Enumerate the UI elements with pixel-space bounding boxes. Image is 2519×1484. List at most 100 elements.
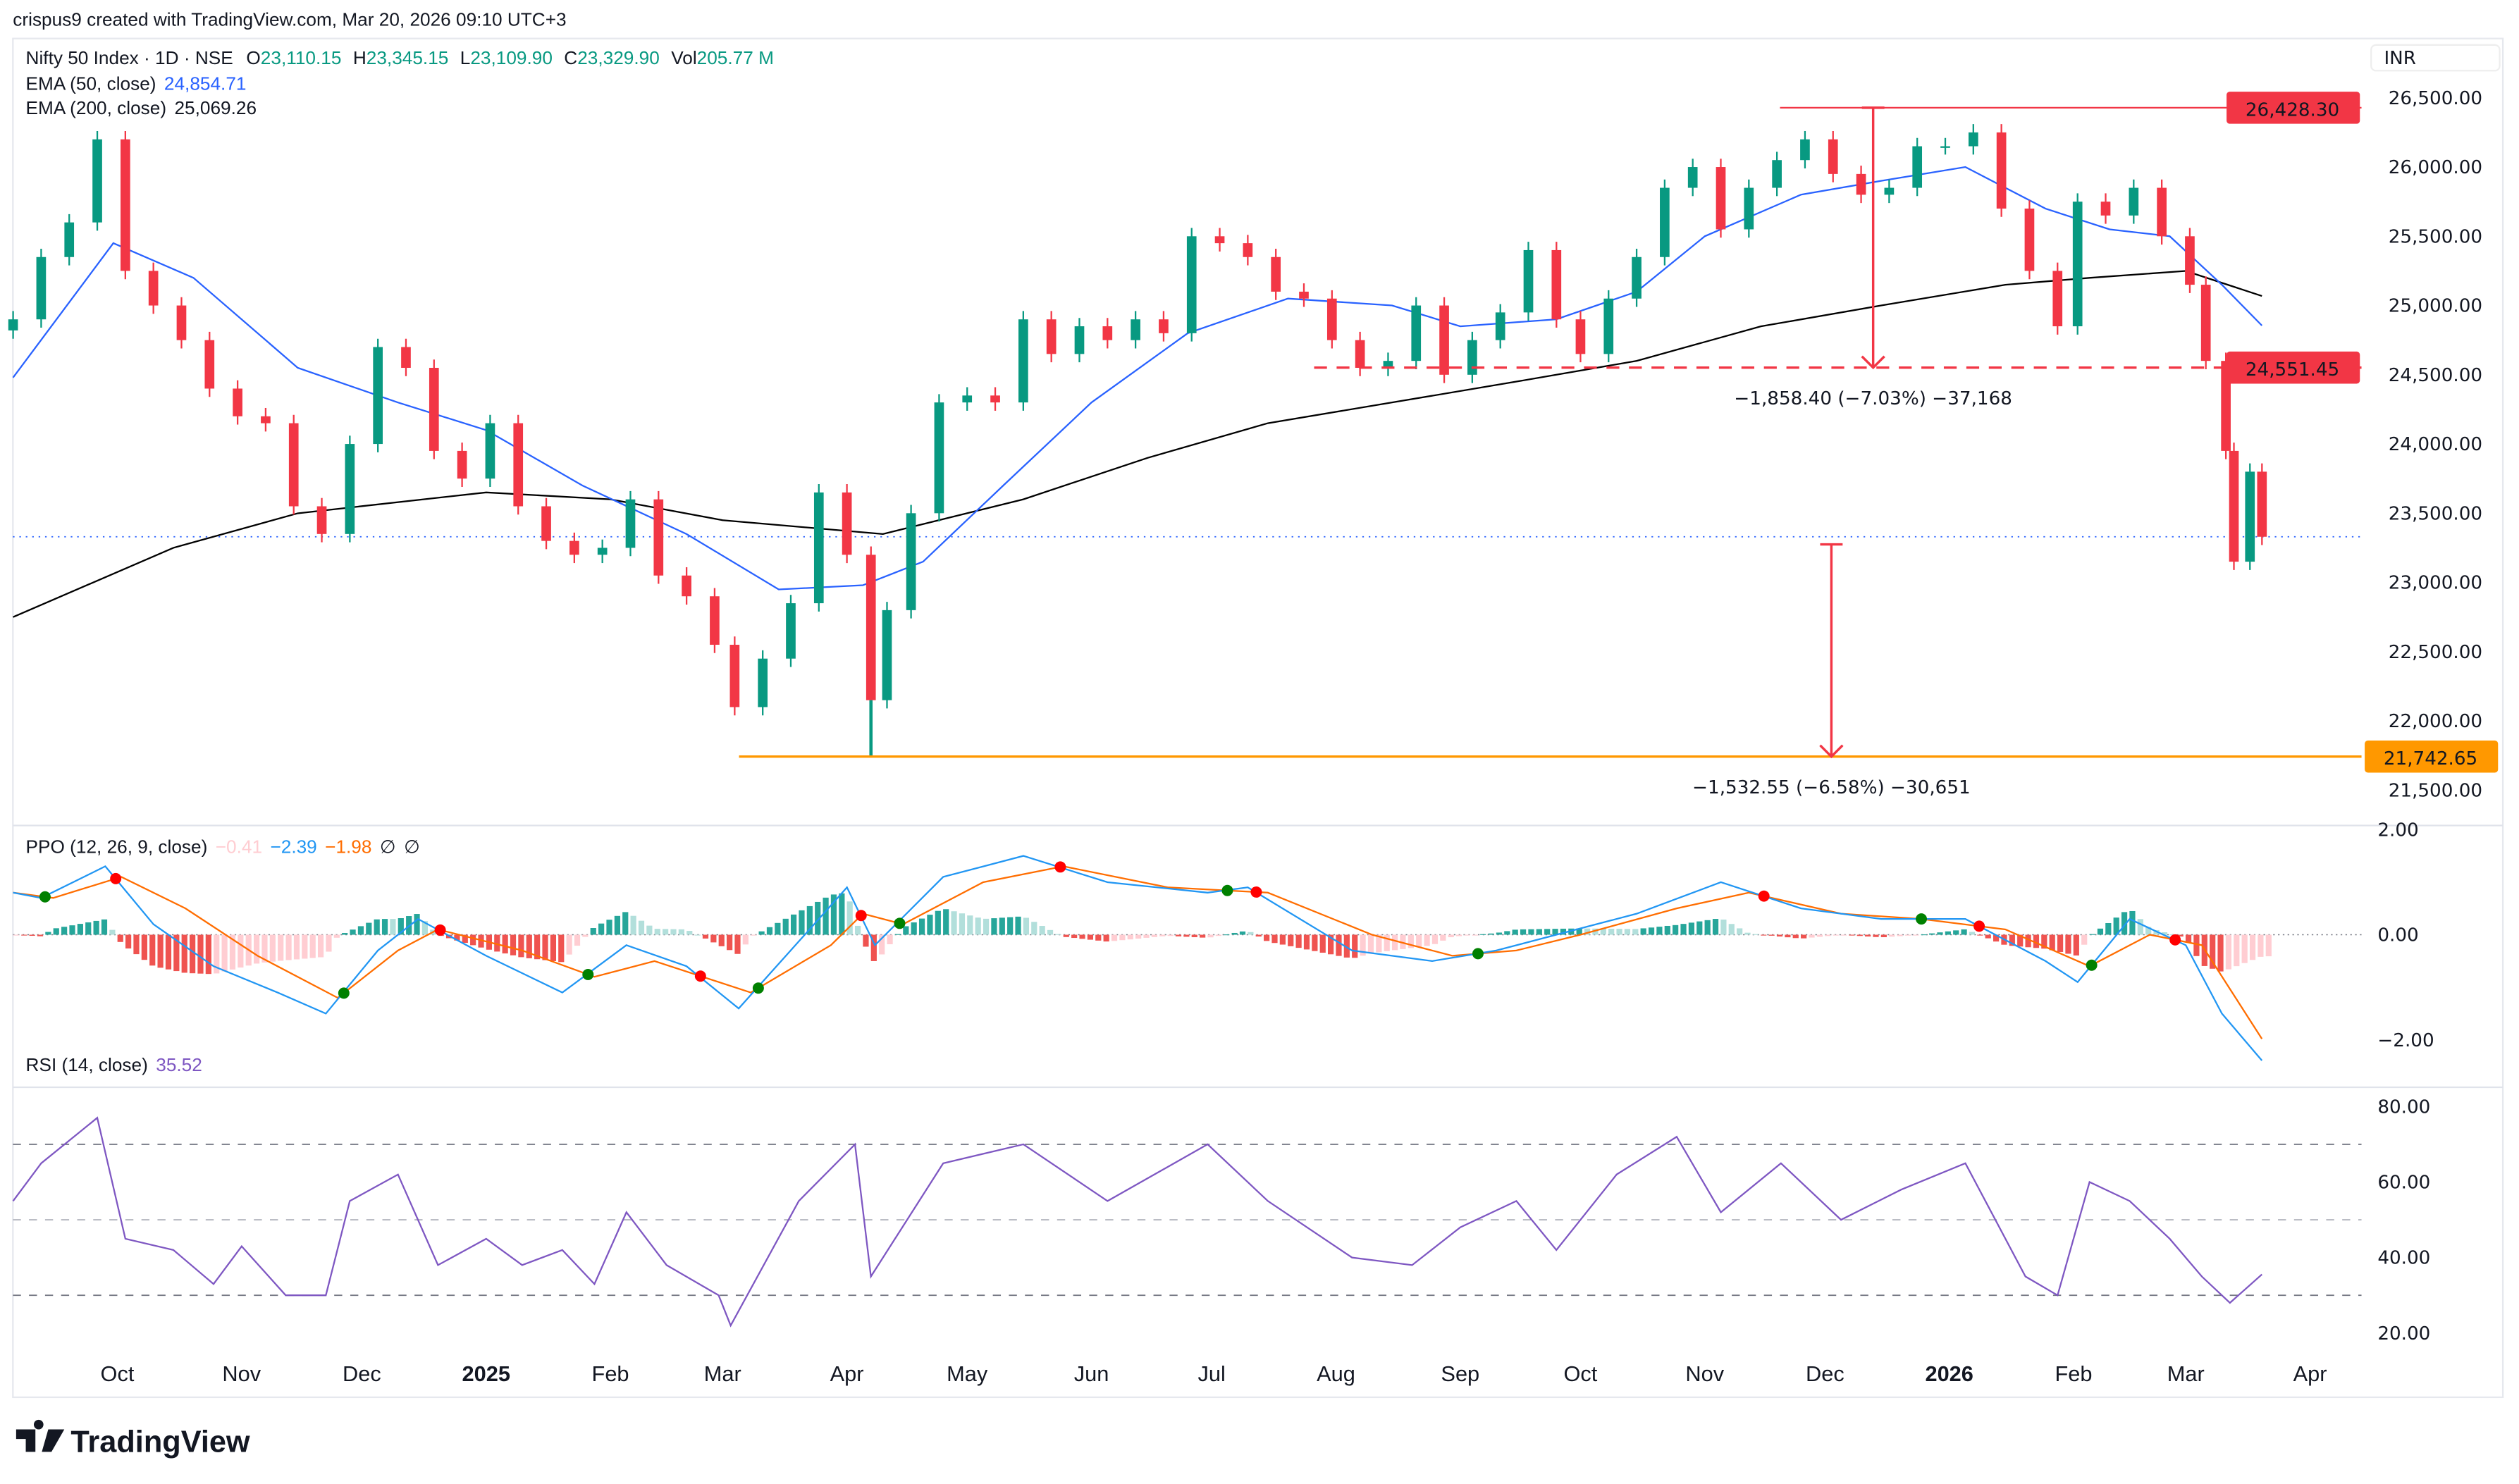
candle (36, 248, 47, 328)
price-tick-label: 23,000.00 (2389, 573, 2482, 594)
ema50-legend: EMA (50, close) 24,854.71 (26, 73, 247, 94)
candle-body (1326, 298, 1337, 340)
ppo-histogram-bar (1921, 934, 1927, 936)
ppo-pane[interactable] (13, 855, 2362, 1061)
ppo-bull-cross-dot (2086, 959, 2098, 971)
ppo-bear-cross-dot (855, 910, 867, 922)
ppo-histogram-bar (285, 934, 292, 960)
ppo-histogram-bar (494, 934, 500, 952)
candle-body (1772, 160, 1782, 188)
candle-body (1271, 256, 1281, 292)
ppo-histogram-bar (799, 910, 805, 935)
ema200-line (13, 270, 2262, 618)
candle (1102, 318, 1113, 349)
ppo-histogram-bar (1391, 934, 1398, 951)
ppo-bull-cross-dot (1472, 948, 1484, 960)
rsi-tick-label: 20.00 (2377, 1323, 2430, 1344)
candle (842, 484, 852, 564)
candle (513, 414, 524, 515)
ppo-histogram-bar (302, 934, 308, 959)
candle-body (569, 540, 579, 555)
ppo-histogram-bar (846, 901, 853, 935)
price-tick-label: 26,000.00 (2389, 157, 2482, 178)
candle-body (513, 423, 524, 507)
ppo-bull-cross-dot (1221, 884, 1233, 896)
time-tick-label: Dec (343, 1361, 381, 1386)
ppo-histogram-bar (1993, 934, 2000, 942)
time-tick-label: Nov (1685, 1361, 1724, 1386)
time-tick-label: Apr (2293, 1361, 2327, 1386)
ppo-histogram-bar (1792, 934, 1799, 939)
candle-body (990, 395, 1000, 403)
rsi-pane[interactable] (12, 1116, 2362, 1328)
price-level-badge (2227, 92, 2360, 124)
candle (345, 435, 355, 543)
ppo-histogram-bar (558, 934, 565, 963)
ppo-histogram-bar (2057, 934, 2064, 952)
ppo-histogram-bar (751, 934, 757, 936)
candle-body (1632, 256, 1642, 299)
ppo-histogram-bar (935, 910, 941, 935)
candle-body (1243, 243, 1253, 257)
ppo-histogram-bar (1488, 933, 1494, 935)
candle (288, 414, 299, 515)
ppo-histogram-bar (1063, 934, 1069, 937)
ppo-histogram-bar (1464, 934, 1470, 936)
ppo-histogram-bar (253, 934, 260, 964)
ppo-histogram-bar (1752, 934, 1759, 935)
ppo-histogram-bar (1776, 934, 1783, 937)
ppo-histogram-bar (326, 934, 332, 952)
candle (2257, 463, 2267, 545)
ppo-histogram-bar (1352, 934, 1358, 958)
time-tick-label: Oct (101, 1361, 135, 1386)
ppo-histogram-bar (214, 934, 220, 974)
ppo-histogram-bar (189, 934, 196, 974)
ppo-histogram-bar (1376, 934, 1382, 953)
time-tick-label: 2026 (1925, 1361, 1973, 1386)
ppo-histogram-bar (1015, 916, 1021, 935)
candle (373, 338, 383, 452)
ppo-histogram-bar (2089, 934, 2095, 935)
ppo-histogram-bar (1175, 934, 1182, 936)
candle (1632, 248, 1642, 307)
currency-button[interactable] (2370, 44, 2501, 72)
candle (2200, 276, 2211, 369)
ppo-histogram-bar (2105, 922, 2112, 935)
candle (1355, 331, 1365, 376)
price-pane[interactable]: −1,858.40 (−7.03%) −37,168 −1,532.55 (−6.… (8, 106, 2362, 798)
ppo-histogram-bar (1929, 933, 1935, 935)
ppo-histogram-bar (967, 915, 973, 935)
price-tick-label: 24,000.00 (2389, 434, 2482, 455)
ppo-histogram-bar (2258, 934, 2264, 957)
open-value: 23,110.15 (261, 47, 342, 68)
candle (1687, 159, 1698, 197)
ppo-histogram-bar (1904, 934, 1911, 936)
candle (906, 505, 916, 619)
close-value: 23,329.90 (577, 47, 660, 68)
candle (1523, 242, 1534, 321)
candle (1383, 352, 1393, 376)
ppo-histogram-bar (1897, 934, 1903, 936)
ppo-histogram-bar (205, 934, 211, 975)
ppo-histogram-bar (638, 920, 645, 935)
ppo-histogram-bar (622, 912, 629, 935)
ppo-histogram-bar (221, 934, 228, 972)
ppo-histogram-bar (566, 934, 572, 955)
candle-body (962, 395, 973, 403)
ppo-histogram-bar (462, 934, 468, 944)
ppo-histogram-bar (863, 934, 869, 947)
ppo-histogram-bar (1801, 934, 1807, 939)
ppo-histogram-bar (133, 934, 140, 955)
ppo-histogram-bar (2041, 934, 2047, 949)
candle (2229, 443, 2239, 570)
ppo-histogram-bar (951, 911, 957, 935)
candle (1411, 297, 1422, 369)
time-tick-label: May (947, 1361, 988, 1386)
tradingview-logo[interactable]: TradingView (16, 1419, 250, 1459)
ppo-histogram-bar (1279, 934, 1286, 945)
ppo-histogram-bar (2249, 934, 2256, 960)
ppo-histogram-bar (518, 934, 524, 958)
ppo-histogram-bar (1408, 934, 1414, 948)
ppo-histogram-bar (1728, 924, 1735, 935)
